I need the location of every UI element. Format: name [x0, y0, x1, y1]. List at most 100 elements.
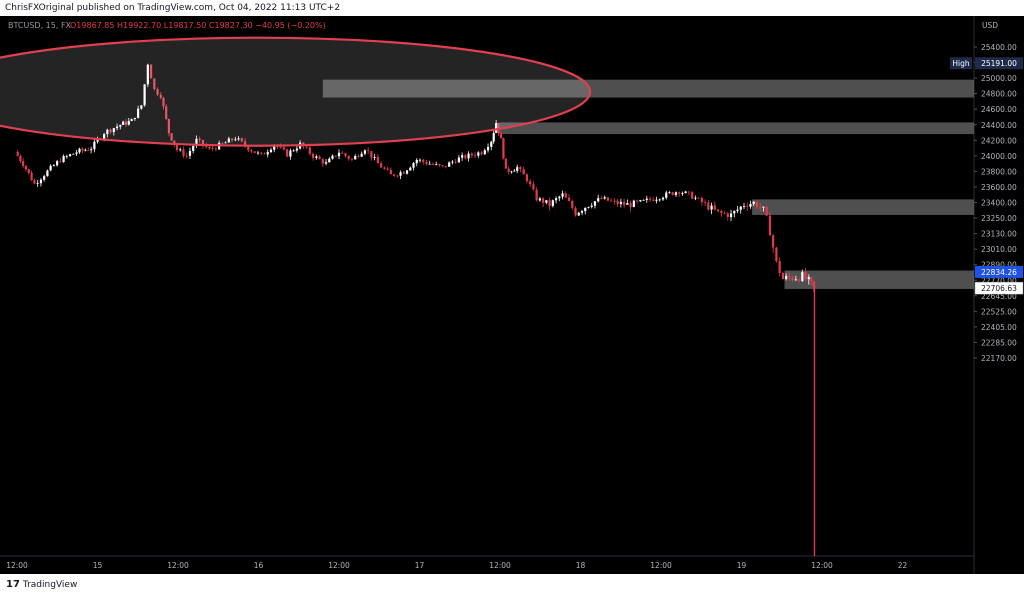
candle-body	[558, 196, 561, 199]
candle-body	[492, 132, 495, 142]
candle-body	[810, 277, 813, 282]
candle-body	[418, 159, 422, 161]
candle-body	[49, 165, 52, 171]
candle-body	[149, 64, 153, 79]
candle-body	[438, 164, 441, 166]
candle-body	[710, 205, 713, 210]
candle-body	[96, 138, 99, 142]
candle-body	[652, 199, 655, 201]
candle-body	[729, 213, 733, 218]
candle-body	[376, 157, 379, 164]
candle-body	[510, 171, 513, 173]
x-tick-label: 12:00	[489, 561, 511, 570]
candle-body	[791, 277, 794, 281]
candle-body	[192, 145, 195, 151]
legend-ohlc: O19867.85 H19922.70 L19817.50 C19827.30 …	[70, 21, 326, 30]
candle-body	[234, 139, 237, 141]
candle-body	[441, 165, 444, 167]
candle-body	[295, 148, 298, 151]
candle-body	[804, 272, 807, 280]
candle-body	[292, 150, 295, 152]
candle-body	[723, 212, 726, 214]
ellipse-layer	[0, 36, 592, 147]
candle-body	[399, 172, 402, 176]
candle-body	[457, 157, 460, 163]
tradingview-logo-text: TradingView	[22, 579, 78, 590]
candle-body	[606, 197, 610, 201]
candle-body	[119, 124, 122, 127]
candle-body	[467, 153, 470, 159]
y-tick-label: 24400.00	[981, 121, 1017, 130]
candle-body	[629, 203, 632, 207]
x-tick-label: 19	[737, 561, 747, 570]
footer: 𝟭𝟳 TradingView	[0, 574, 1024, 593]
candle-body	[124, 121, 128, 125]
candle-body	[173, 140, 176, 145]
candle-body	[600, 198, 603, 199]
candle-body	[461, 155, 464, 158]
y-tick-label: 22525.00	[981, 307, 1017, 316]
candle-body	[81, 148, 84, 151]
zone-rect	[322, 79, 974, 98]
candle-body	[188, 150, 192, 156]
candle-body	[542, 198, 545, 203]
x-tick-label: 12:00	[650, 561, 672, 570]
candle-body	[201, 139, 205, 146]
candle-body	[106, 129, 109, 135]
candle-body	[389, 169, 392, 175]
candle-body	[522, 168, 525, 175]
legend-symbol: BTCUSD, 15, FX	[8, 21, 72, 30]
candle-body	[311, 153, 315, 158]
candle-body	[337, 152, 341, 157]
candle-body	[43, 176, 46, 180]
candle-body	[363, 150, 367, 154]
candle-body	[697, 197, 700, 199]
candle-body	[127, 120, 130, 125]
candle-body	[321, 159, 324, 164]
candle-body	[623, 201, 626, 205]
candle-body	[483, 150, 486, 155]
candle-body	[409, 167, 412, 171]
candle-body	[807, 277, 810, 280]
candle-body	[681, 192, 684, 194]
candle-body	[495, 122, 498, 133]
candle-body	[700, 197, 703, 203]
candle-body	[195, 138, 198, 146]
candle-body	[538, 198, 541, 201]
candle-body	[52, 165, 55, 167]
candle-body	[279, 146, 282, 148]
candle-body	[214, 148, 217, 150]
y-tick-label: 24000.00	[981, 152, 1017, 161]
candle-body	[75, 152, 78, 154]
candle-body	[146, 64, 149, 85]
candle-body	[112, 128, 115, 133]
candle-body	[347, 156, 350, 159]
price-chart[interactable]: BTCUSD, 15, FX O19867.85 H19922.70 L1981…	[0, 16, 1024, 574]
candle-body	[619, 201, 622, 205]
candle-body	[428, 163, 431, 165]
high-label-box	[950, 57, 972, 70]
candle-body	[454, 161, 457, 163]
candle-body	[396, 175, 399, 177]
candle-body	[580, 211, 584, 213]
candle-body	[286, 149, 289, 157]
candle-body	[584, 207, 587, 212]
candle-body	[269, 149, 273, 153]
candle-body	[170, 133, 173, 141]
candle-body	[519, 167, 522, 169]
candle-body	[626, 203, 629, 205]
candle-body	[263, 153, 266, 155]
candle-body	[198, 138, 201, 140]
candle-body	[412, 163, 415, 168]
tradingview-logo[interactable]: 𝟭𝟳 TradingView	[6, 579, 77, 590]
candle-body	[642, 199, 645, 201]
candle-body	[159, 94, 162, 98]
price-marker-box	[975, 265, 1023, 278]
candle-body	[564, 193, 567, 198]
candle-body	[373, 157, 376, 158]
candle-body	[130, 119, 133, 121]
y-tick-label: 24600.00	[981, 105, 1017, 114]
y-tick-label: 23130.00	[981, 230, 1017, 239]
candle-body	[755, 201, 759, 208]
candle-body	[574, 207, 577, 216]
